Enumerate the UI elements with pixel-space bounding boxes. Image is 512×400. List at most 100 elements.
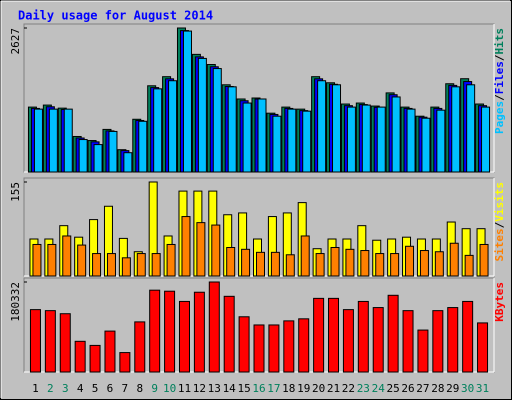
x-tick-label: 5 [92,382,99,395]
bar [419,250,429,277]
bar [298,318,310,373]
legend: Pages/Files/Hits [493,28,506,134]
bar [345,248,355,277]
bar [33,108,43,173]
bar [287,108,297,173]
bar [302,110,312,173]
bar [227,86,237,173]
bar [48,108,58,173]
bar [136,253,146,277]
bar [479,243,489,277]
bar [464,254,474,277]
bar [328,297,340,373]
bar [434,251,444,277]
bar [270,251,280,277]
legend: Sites/Visits [493,182,506,262]
x-tick-label: 3 [62,382,69,395]
x-tick-label: 6 [107,382,114,395]
x-tick-label: 18 [282,382,295,395]
legend-separator: / [493,54,506,61]
x-tick-label: 20 [312,382,325,395]
bar [47,243,57,277]
bar [285,254,295,277]
bar [313,297,325,373]
legend-entry: Pages [493,101,506,134]
bar [346,106,356,173]
bar [44,310,56,373]
bar [361,104,371,173]
legend: KBytes [493,282,506,322]
x-tick-label: 23 [357,382,370,395]
y-tick-label: 2627 [9,28,22,55]
bar [134,321,146,373]
bar [241,248,251,277]
x-tick-label: 13 [208,382,221,395]
bar [149,289,161,373]
bar [226,246,236,277]
bar [405,245,415,277]
x-tick-label: 24 [372,382,386,395]
x-tick-label: 19 [297,382,310,395]
bar [89,344,101,373]
bar [108,130,118,173]
bar [106,253,116,277]
bar [300,235,310,277]
bar [211,224,221,277]
bar [330,246,340,277]
legend-entry: Visits [493,182,506,222]
bar [449,242,459,277]
x-tick-label: 25 [387,382,400,395]
x-tick-label: 11 [178,382,191,395]
bar [166,243,176,277]
bar [178,300,190,373]
bar [93,144,103,173]
bar [62,235,72,277]
bar [74,340,86,373]
bar [342,309,354,373]
chart-title: Daily usage for August 2014 [18,9,213,23]
bar [256,251,265,277]
bar [390,253,400,277]
bar [196,222,206,277]
bar [372,307,384,373]
bar [193,291,205,373]
y-tick-label: 180332 [9,282,22,322]
bar [432,310,444,373]
x-tick-label: 16 [252,382,265,395]
legend-separator: / [493,94,506,101]
bar [406,108,416,173]
bar [447,307,459,373]
x-tick-label: 22 [342,382,355,395]
bar [151,253,161,277]
bar [29,309,41,373]
bar [360,250,370,277]
bar [376,106,386,173]
bar [451,86,461,173]
bar [466,84,476,173]
bar [357,300,369,373]
bar [223,295,235,373]
x-tick-label: 29 [446,382,459,395]
bar [104,330,116,373]
bar [181,216,191,277]
bar [417,329,429,373]
bar [92,253,102,277]
bar [182,30,192,173]
bar [197,57,207,173]
legend-entry: Files [493,61,506,94]
bar [63,108,73,173]
bar [462,300,474,373]
bar [123,152,133,173]
bar [138,120,148,173]
bar [168,80,178,173]
bar [212,68,222,173]
x-tick-label: 1 [32,382,39,395]
bar [283,320,295,373]
bar [387,294,399,373]
bar [242,102,252,173]
x-tick-label: 7 [122,382,129,395]
bar [272,115,282,173]
bar [77,244,87,277]
bar [121,257,131,277]
